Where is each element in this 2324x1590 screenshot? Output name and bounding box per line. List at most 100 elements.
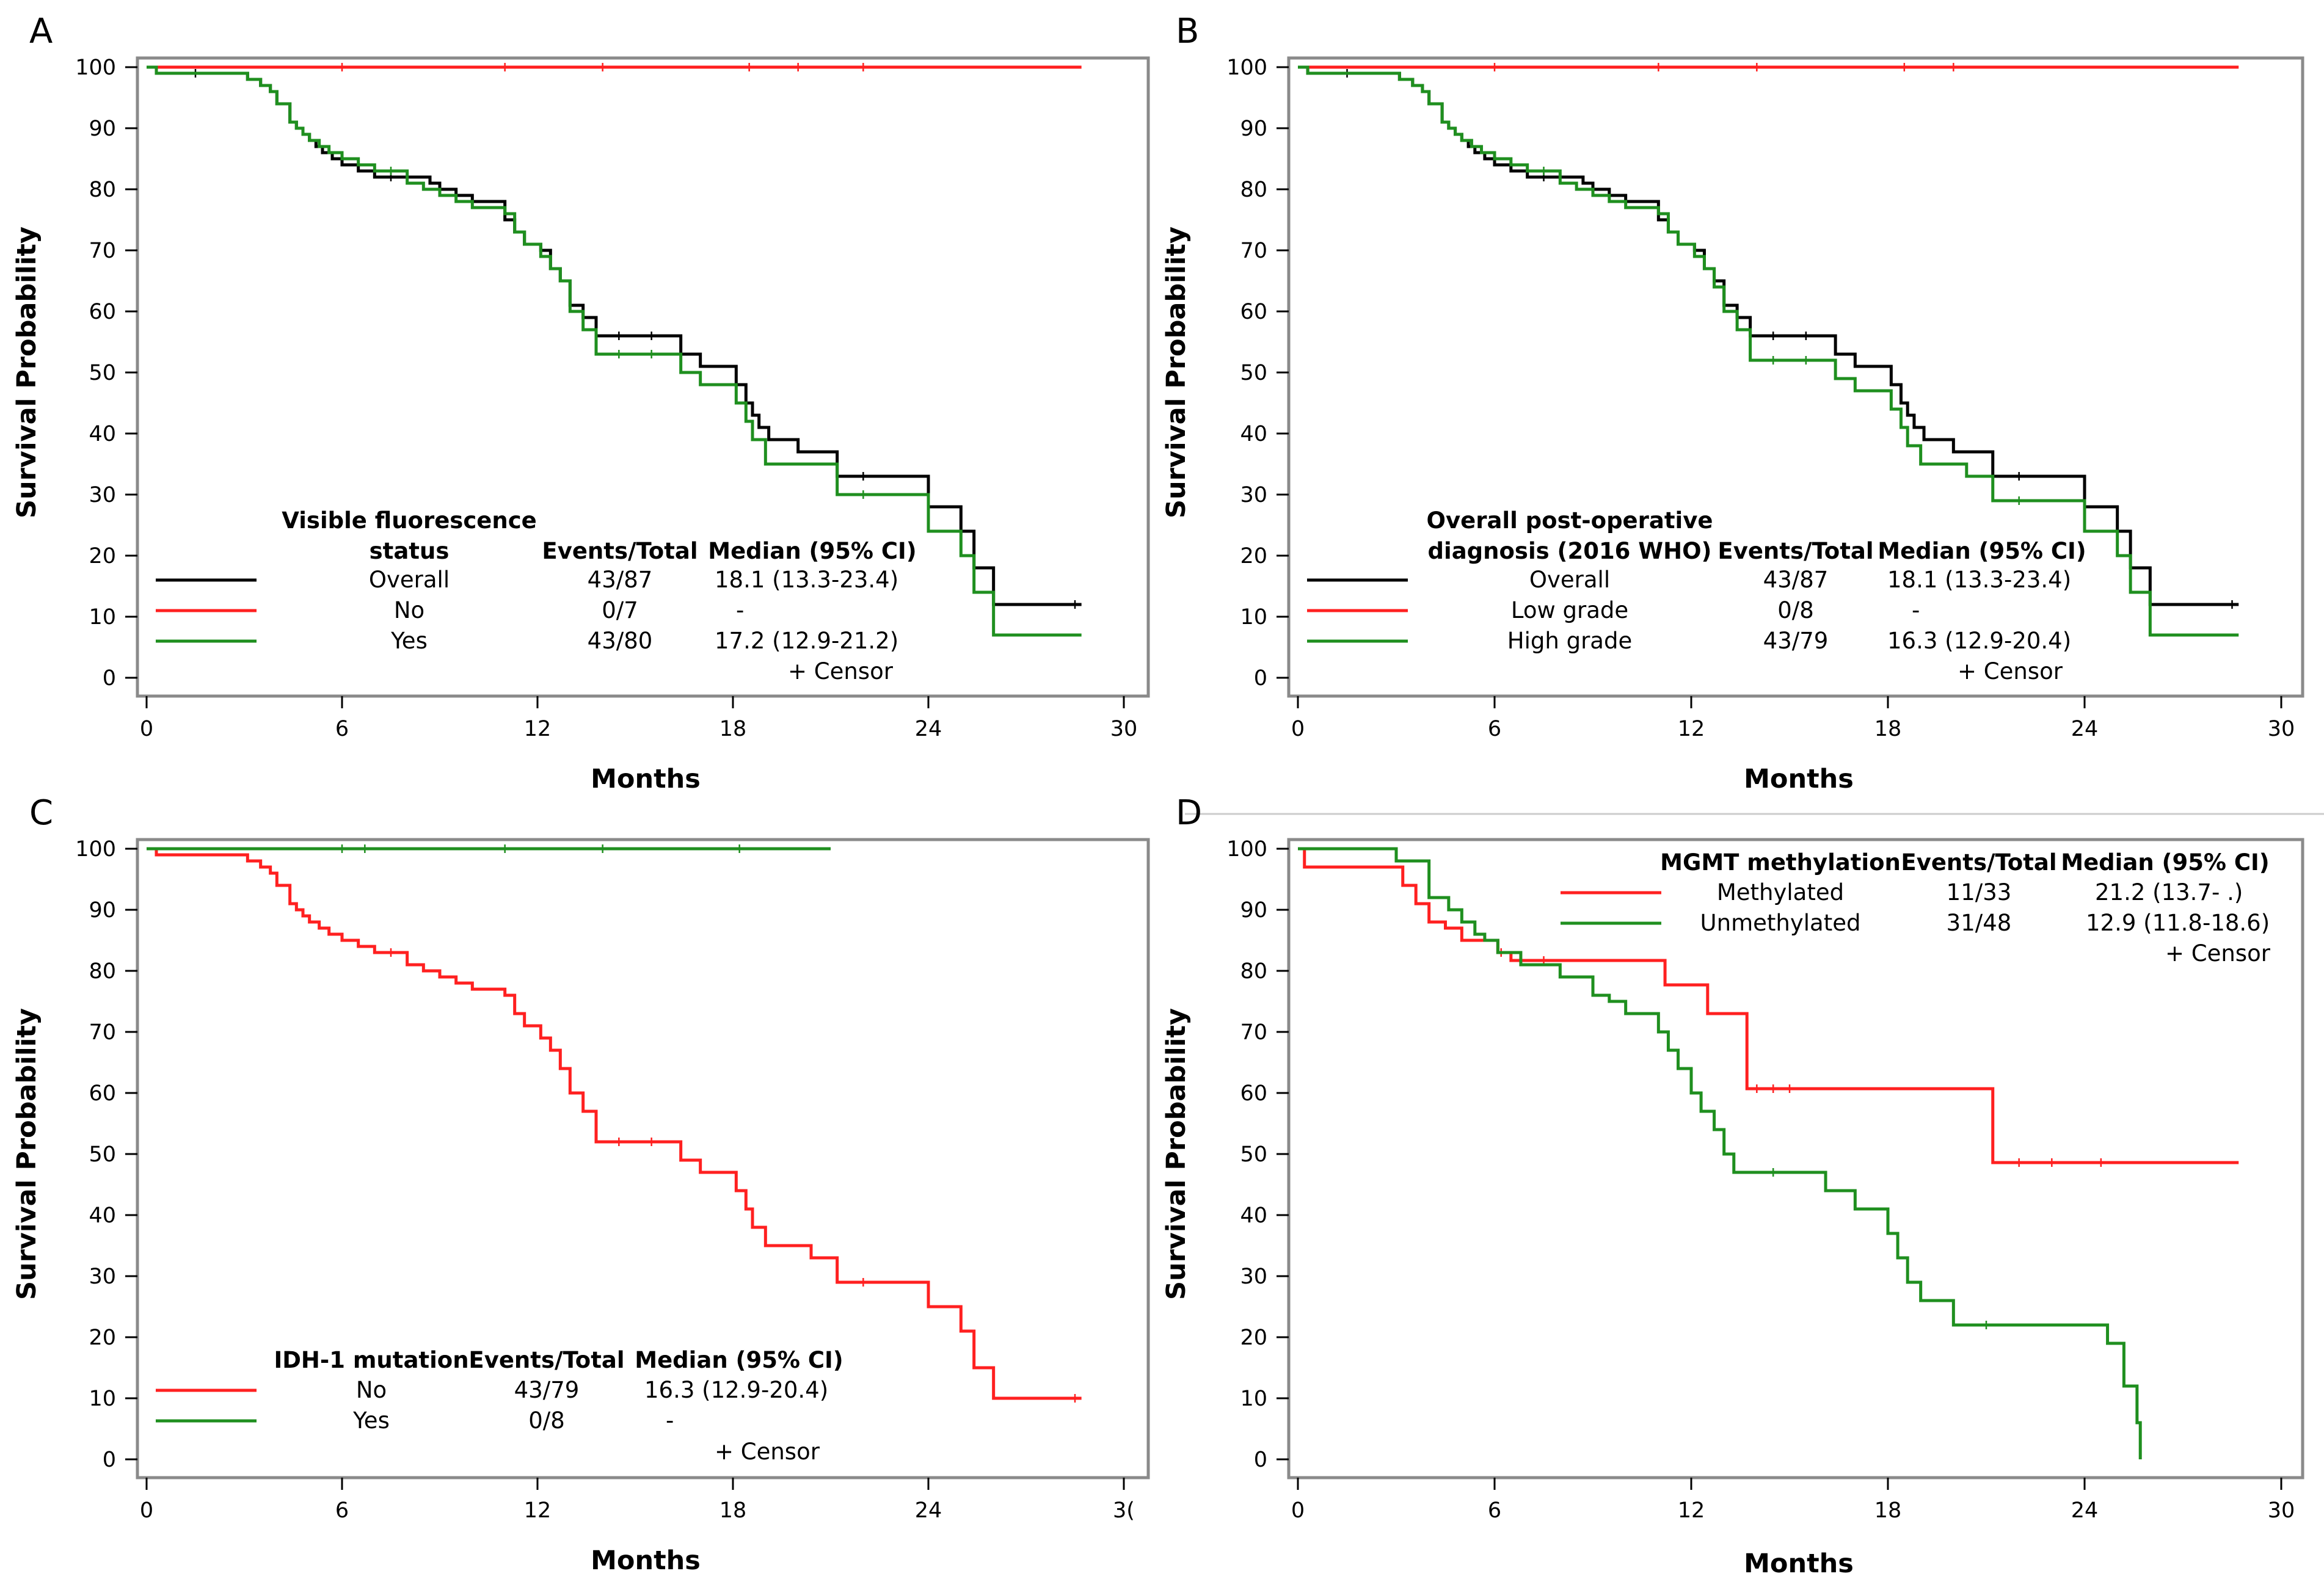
legend-row-events: 43/87 — [1763, 567, 1829, 593]
x-tick-label: 18 — [719, 1498, 747, 1523]
y-tick-label: 0 — [1254, 1448, 1267, 1472]
y-tick-label: 90 — [1240, 898, 1267, 923]
y-tick-label: 20 — [89, 1326, 116, 1350]
legend-row-events: 43/87 — [588, 567, 653, 593]
legend-row-name: Yes — [390, 628, 428, 654]
series-line-high-grade — [1298, 65, 2239, 637]
y-tick-label: 50 — [1240, 361, 1267, 385]
y-tick-label: 50 — [1240, 1142, 1267, 1167]
y-tick-label: 80 — [89, 959, 116, 984]
series-layer — [1298, 63, 2239, 637]
x-tick-label: 6 — [1488, 717, 1501, 741]
legend-censor: + Censor — [2165, 940, 2271, 967]
y-tick-label: 90 — [89, 117, 116, 141]
y-axis-title: Survival Probability — [1161, 227, 1192, 518]
y-tick-label: 70 — [1240, 239, 1267, 263]
y-axis: 0 10 20 30 40 50 60 70 80 90 100 — [75, 56, 137, 691]
x-tick-label: 6 — [335, 1498, 349, 1523]
legend-title-line-1: IDH-1 mutation — [274, 1347, 468, 1373]
legend-title-line-2: status — [370, 538, 450, 564]
y-tick-label: 40 — [1240, 1203, 1267, 1228]
legend-censor: + Censor — [788, 658, 894, 684]
x-tick-label: 24 — [2071, 717, 2099, 741]
legend-title-line-1: MGMT methylation — [1660, 849, 1901, 876]
x-tick-label: 6 — [335, 717, 349, 741]
x-tick-label: 0 — [1291, 717, 1305, 741]
y-tick-label: 0 — [1254, 666, 1267, 691]
x-tick-label: 24 — [915, 717, 942, 741]
legend-row-events: 0/8 — [1777, 597, 1814, 623]
x-tick-label: 24 — [2071, 1498, 2099, 1523]
panel-b: B 0 10 20 30 40 50 60 70 80 90 100 0 6 12 18 24 30 Surv… — [1161, 12, 2304, 794]
y-tick-label: 10 — [1240, 605, 1267, 630]
legend-median-header: Median (95% CI) — [635, 1347, 843, 1373]
legend-censor: + Censor — [715, 1439, 820, 1465]
x-tick-label: 0 — [1291, 1498, 1305, 1523]
x-tick-label: 12 — [1678, 717, 1705, 741]
legend-row-median: 12.9 (11.8-18.6) — [2086, 910, 2270, 936]
x-tick-label: 24 — [915, 1498, 942, 1523]
legend-row-name: Yes — [352, 1407, 390, 1434]
legend-row-events: 43/79 — [514, 1377, 580, 1403]
panel-a: A 0 10 20 30 40 50 60 70 80 90 100 0 6 12 18 24 30 Surv… — [12, 12, 1150, 794]
legend-row-events: 31/48 — [1947, 910, 2012, 936]
y-tick-label: 10 — [1240, 1387, 1267, 1411]
x-axis: 0 6 12 18 24 30 — [1291, 1478, 2295, 1523]
plot-frame — [136, 838, 1150, 1479]
x-tick-label: 0 — [140, 717, 153, 741]
x-tick-label: 12 — [524, 1498, 552, 1523]
x-axis: 0 6 12 18 24 30 — [1291, 696, 2295, 741]
y-tick-label: 100 — [75, 837, 116, 862]
legend-row-name: No — [394, 597, 424, 623]
legend-row-name: Low grade — [1511, 597, 1628, 623]
y-tick-label: 50 — [89, 361, 116, 385]
legend-censor: + Censor — [1958, 658, 2063, 684]
y-tick-label: 60 — [89, 1081, 116, 1106]
panel-label: A — [29, 12, 53, 51]
legend-row-events: 0/7 — [602, 597, 638, 623]
legend: Visible fluorescence status Events/Total… — [156, 507, 917, 684]
y-tick-label: 0 — [103, 666, 116, 691]
legend-events-header: Events/Total — [542, 538, 698, 564]
x-axis: 0 6 12 18 24 30 — [140, 696, 1137, 741]
y-tick-label: 100 — [1226, 837, 1267, 862]
legend-row-events: 0/8 — [528, 1407, 565, 1434]
legend: IDH-1 mutation Events/Total Median (95% … — [156, 1347, 843, 1465]
y-tick-label: 20 — [1240, 544, 1267, 568]
y-tick-label: 90 — [89, 898, 116, 923]
y-tick-label: 20 — [1240, 1326, 1267, 1350]
legend-row-median: - — [1912, 597, 1920, 623]
y-tick-label: 100 — [75, 56, 116, 80]
x-tick-label: 18 — [719, 717, 747, 741]
legend-events-header: Events/Total — [1718, 538, 1873, 564]
legend-row-median: 18.1 (13.3-23.4) — [1887, 567, 2071, 593]
legend-title-line-2: diagnosis (2016 WHO) — [1428, 538, 1712, 564]
y-tick-label: 40 — [1240, 422, 1267, 446]
y-tick-label: 40 — [89, 422, 116, 446]
y-tick-label: 60 — [1240, 300, 1267, 324]
series-line-unmethylated — [1298, 847, 2142, 1459]
y-tick-label: 0 — [103, 1448, 116, 1472]
y-tick-label: 80 — [89, 178, 116, 202]
y-tick-label: 40 — [89, 1203, 116, 1228]
legend-row-median: 17.2 (12.9-21.2) — [715, 628, 898, 654]
y-axis-title: Survival Probability — [12, 227, 42, 518]
legend-median-header: Median (95% CI) — [708, 538, 916, 564]
panel-label: D — [1176, 793, 1202, 833]
y-tick-label: 50 — [89, 1142, 116, 1167]
legend-row-median: - — [666, 1407, 674, 1434]
x-tick-label: 0 — [140, 1498, 153, 1523]
y-tick-label: 70 — [89, 1020, 116, 1045]
legend-row-events: 43/79 — [1763, 628, 1829, 654]
legend-row-median: 18.1 (13.3-23.4) — [715, 567, 898, 593]
y-axis-title: Survival Probability — [1161, 1008, 1192, 1300]
x-axis-title: Months — [591, 764, 701, 794]
panel-label: C — [29, 793, 53, 833]
legend-row-name: Overall — [369, 567, 450, 593]
plot-frame — [136, 56, 1150, 698]
x-tick-label: 3( — [1113, 1498, 1135, 1523]
legend-row-events: 43/80 — [588, 628, 653, 654]
legend: MGMT methylation Events/Total Median (95… — [1561, 849, 2271, 967]
legend-row-name: Overall — [1529, 567, 1610, 593]
x-axis-title: Months — [1744, 1548, 1854, 1579]
